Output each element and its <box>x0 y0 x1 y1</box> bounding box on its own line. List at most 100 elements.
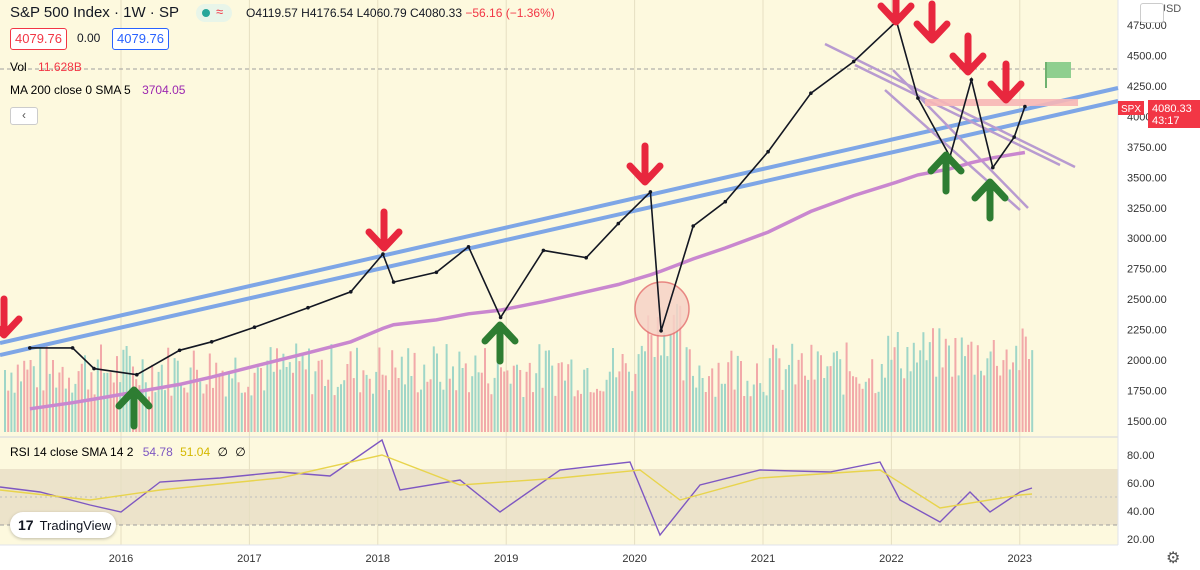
volume-bar <box>362 370 365 432</box>
green-arrow-2016 <box>115 386 153 430</box>
time-tick-label: 2016 <box>109 553 133 565</box>
symbol-title[interactable]: S&P 500 Index · 1W · SP <box>10 4 179 21</box>
volume-bar <box>855 377 858 432</box>
ma-label: MA 200 close 0 SMA 5 <box>10 83 131 97</box>
time-tick-label: 2021 <box>751 553 775 565</box>
volume-bar <box>346 364 349 432</box>
volume-bar <box>180 384 182 432</box>
volume-bar <box>826 366 829 432</box>
volume-bar <box>48 373 51 432</box>
axis-settings-icon[interactable] <box>1140 3 1164 23</box>
volume-bar <box>912 342 915 432</box>
volume-bar <box>468 392 470 432</box>
open-value: O4119.57 <box>246 6 298 20</box>
volume-bar <box>423 364 426 432</box>
volume-bar <box>935 376 938 432</box>
volume-bar <box>106 372 109 432</box>
volume-bar <box>170 395 173 432</box>
volume-bar <box>343 380 346 432</box>
sell-price-button[interactable]: 4079.76 <box>10 28 67 50</box>
rsi-line <box>0 438 1033 537</box>
volume-bar <box>352 378 355 432</box>
time-tick-label: 2022 <box>879 553 903 565</box>
volume-bar <box>36 387 38 432</box>
volume-bar <box>256 367 259 432</box>
volume-bar <box>474 355 477 432</box>
volume-bar <box>64 388 67 432</box>
volume-bar <box>439 381 442 432</box>
tradingview-mark-icon: 17 <box>18 517 34 533</box>
volume-legend[interactable]: Vol 11.628B <box>10 60 82 74</box>
channel-line-2 <box>854 63 1061 167</box>
volume-bar <box>567 364 570 432</box>
rsi-tick-label: 60.00 <box>1127 478 1155 490</box>
volume-bar <box>586 368 589 432</box>
volume-bar <box>298 361 301 432</box>
spread-value: 0.00 <box>77 31 101 45</box>
volume-bar <box>372 393 374 432</box>
volume-bar <box>704 392 707 432</box>
volume-bar <box>624 363 627 432</box>
volume-bar <box>333 395 336 432</box>
volume-bar <box>231 378 234 432</box>
volume-bar <box>240 392 243 432</box>
green-arrow-2018-head <box>481 321 519 345</box>
price-point <box>991 165 995 170</box>
rsi-legend[interactable]: RSI 14 close SMA 14 2 54.78 51.04 ∅ ∅ <box>10 445 246 459</box>
volume-bar <box>484 348 486 432</box>
volume-bar <box>445 344 448 432</box>
volume-bar <box>295 343 298 432</box>
high-value: H4176.54 <box>301 6 354 20</box>
volume-bar <box>544 350 547 432</box>
volume-bar <box>650 335 653 432</box>
volume-bar <box>884 377 886 432</box>
volume-bar <box>736 355 739 432</box>
volume-bar <box>634 373 637 432</box>
collapse-legend-icon[interactable]: ‹ <box>10 107 38 125</box>
volume-bar <box>285 367 288 432</box>
price-point <box>766 149 770 154</box>
buy-price-button[interactable]: 4079.76 <box>112 28 169 50</box>
volume-bar <box>26 369 29 432</box>
volume-bar <box>29 360 32 432</box>
red-arrow-2022b-head <box>913 20 951 44</box>
volume-bar <box>682 380 685 432</box>
gear-icon[interactable]: ⚙ <box>1166 550 1181 567</box>
volume-bar <box>311 394 314 432</box>
price-point <box>723 199 728 204</box>
volume-bar <box>324 386 326 432</box>
red-arrow-2022c <box>949 32 987 76</box>
market-status-icon[interactable]: ≈ <box>196 4 232 25</box>
volume-bar <box>61 366 64 432</box>
volume-bar <box>823 378 826 432</box>
volume-bar <box>964 356 966 432</box>
ma-legend[interactable]: MA 200 close 0 SMA 5 3704.05 <box>10 83 185 97</box>
price-tick-label: 2500.00 <box>1127 294 1167 306</box>
volume-bar <box>461 368 464 432</box>
tradingview-logo[interactable]: 17 TradingView <box>10 512 116 538</box>
volume-bar <box>756 363 758 432</box>
volume-bar <box>660 355 662 432</box>
volume-bar <box>788 364 790 432</box>
volume-bar <box>557 363 560 432</box>
price-point <box>92 366 96 371</box>
volume-bar <box>378 347 381 432</box>
red-arrow-2018-head <box>365 228 403 252</box>
volume-bar <box>893 347 896 432</box>
volume-bar <box>944 338 947 432</box>
volume-bar <box>992 340 995 432</box>
price-tick-label: 3000.00 <box>1127 233 1167 245</box>
volume-bar <box>199 381 202 432</box>
volume-bar <box>538 344 541 432</box>
volume-bar <box>551 365 554 432</box>
volume-bar <box>477 372 480 432</box>
volume-bar <box>816 351 819 432</box>
price-axis-labels: USD4750.004500.004250.004000.003750.0035… <box>1127 3 1181 428</box>
volume-bar <box>602 391 605 432</box>
volume-bar <box>967 344 970 432</box>
volume-bar <box>432 346 435 432</box>
volume-bar <box>618 371 621 432</box>
flag-cloth <box>1047 62 1071 78</box>
volume-bar <box>375 371 378 432</box>
